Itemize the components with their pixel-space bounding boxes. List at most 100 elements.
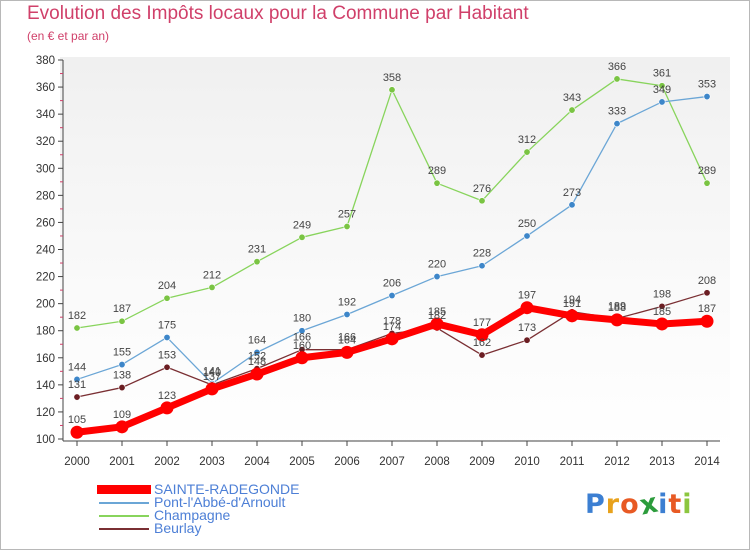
data-point-champagne (118, 317, 126, 325)
data-point-pont-l-abb-d-arnoult (658, 98, 666, 106)
legend-swatch-sainte-radegonde (97, 485, 151, 494)
data-label-beurlay: 189 (608, 301, 626, 313)
data-label-pont-l-abb-d-arnoult: 144 (68, 361, 86, 373)
data-label-beurlay: 153 (158, 349, 176, 361)
y-tick-label: 180 (36, 326, 55, 338)
data-point-beurlay (118, 384, 126, 392)
data-label-champagne: 231 (248, 244, 266, 256)
x-tick-label: 2010 (514, 456, 540, 468)
x-tick-label: 2007 (379, 456, 405, 468)
data-label-beurlay: 208 (698, 275, 716, 287)
data-point-sainte-radegonde (385, 332, 399, 346)
legend-swatch-champagne (99, 515, 149, 517)
data-label-beurlay: 140 (203, 367, 221, 379)
data-label-beurlay: 182 (428, 310, 446, 322)
data-point-sainte-radegonde (205, 382, 219, 396)
data-point-sainte-radegonde (655, 317, 669, 331)
data-label-sainte-radegonde: 177 (473, 317, 491, 329)
x-tick-label: 2011 (560, 456, 585, 468)
proxiti-logo: Proxiti (585, 487, 693, 521)
logo-letter: o (620, 489, 640, 520)
data-label-champagne: 289 (428, 165, 446, 177)
data-point-beurlay (73, 393, 81, 401)
data-point-pont-l-abb-d-arnoult (478, 262, 486, 270)
x-tick-label: 2009 (469, 456, 495, 468)
data-label-pont-l-abb-d-arnoult: 180 (293, 313, 311, 325)
data-label-beurlay: 131 (68, 379, 86, 391)
x-tick-label: 2005 (289, 456, 315, 468)
data-label-beurlay: 152 (248, 351, 266, 363)
y-tick-label: 260 (36, 217, 55, 229)
data-point-champagne (388, 86, 396, 94)
y-tick-label: 300 (36, 163, 55, 175)
data-point-champagne (478, 197, 486, 205)
data-point-pont-l-abb-d-arnoult (253, 348, 261, 356)
data-label-pont-l-abb-d-arnoult: 155 (113, 347, 131, 359)
logo-letter: r (605, 489, 621, 520)
y-tick-label: 120 (36, 407, 55, 419)
data-label-pont-l-abb-d-arnoult: 349 (653, 84, 671, 96)
legend-swatch-beurlay (99, 528, 149, 530)
x-tick-label: 2006 (334, 456, 360, 468)
y-tick-label: 380 (36, 55, 55, 67)
data-label-beurlay: 166 (338, 332, 356, 344)
data-label-sainte-radegonde: 109 (113, 409, 131, 421)
data-point-champagne (208, 283, 216, 291)
data-label-champagne: 257 (338, 208, 356, 220)
data-point-champagne (568, 106, 576, 114)
data-point-champagne (343, 222, 351, 230)
data-label-sainte-radegonde: 105 (68, 414, 86, 426)
data-label-pont-l-abb-d-arnoult: 206 (383, 278, 401, 290)
data-point-champagne (703, 179, 711, 187)
data-label-sainte-radegonde: 197 (518, 290, 536, 302)
data-label-sainte-radegonde: 123 (158, 390, 176, 402)
legend-item-beurlay: Beurlay (97, 520, 357, 536)
data-label-champagne: 358 (383, 72, 401, 84)
legend-item-pont-l-abbe-d-arnoult: Pont-l'Abbé-d'Arnoult (97, 494, 357, 510)
data-point-sainte-radegonde (700, 314, 714, 328)
data-label-sainte-radegonde: 185 (428, 306, 446, 318)
y-tick-label: 320 (36, 136, 55, 148)
logo-letter: i (682, 489, 693, 520)
data-point-champagne (163, 294, 171, 302)
x-tick-label: 2002 (154, 456, 180, 468)
data-label-sainte-radegonde: 137 (203, 371, 221, 383)
data-point-beurlay (523, 336, 531, 344)
chart-title: Evolution des Impôts locaux pour la Comm… (27, 3, 529, 24)
data-point-pont-l-abb-d-arnoult (388, 292, 396, 300)
data-point-champagne (253, 258, 261, 266)
data-point-champagne (298, 233, 306, 241)
y-tick-label: 360 (36, 82, 55, 94)
data-point-sainte-radegonde (160, 401, 174, 415)
data-label-champagne: 212 (203, 269, 221, 281)
logo-letter: P (585, 489, 606, 520)
data-point-sainte-radegonde (250, 367, 264, 381)
legend-label-pont-l-abbe-d-arnoult: Pont-l'Abbé-d'Arnoult (154, 494, 286, 510)
data-label-pont-l-abb-d-arnoult: 141 (203, 366, 221, 378)
x-tick-label: 2008 (424, 456, 450, 468)
y-tick-label: 140 (36, 380, 55, 392)
legend-item-champagne: Champagne (97, 507, 357, 523)
logo-letter: t (668, 489, 683, 520)
data-label-beurlay: 138 (113, 370, 131, 382)
data-label-champagne: 182 (68, 310, 86, 322)
legend-item-sainte-radegonde: SAINTE-RADEGONDE (97, 481, 357, 497)
data-point-sainte-radegonde (475, 328, 489, 342)
data-label-sainte-radegonde: 160 (293, 340, 311, 352)
data-point-sainte-radegonde (115, 420, 129, 434)
x-tick-label: 2001 (109, 456, 135, 468)
x-tick-label: 2014 (694, 456, 720, 468)
data-label-pont-l-abb-d-arnoult: 192 (338, 296, 356, 308)
data-label-sainte-radegonde: 164 (338, 334, 356, 346)
data-point-pont-l-abb-d-arnoult (163, 333, 171, 341)
y-tick-label: 100 (36, 434, 55, 446)
y-tick-label: 280 (36, 190, 55, 202)
data-label-champagne: 312 (518, 134, 536, 146)
data-point-sainte-radegonde (610, 313, 624, 327)
x-tick-label: 2003 (199, 456, 225, 468)
data-label-pont-l-abb-d-arnoult: 353 (698, 79, 716, 91)
data-label-pont-l-abb-d-arnoult: 220 (428, 259, 446, 271)
data-label-champagne: 249 (293, 219, 311, 231)
data-label-pont-l-abb-d-arnoult: 333 (608, 106, 626, 118)
legend-label-champagne: Champagne (154, 507, 231, 523)
